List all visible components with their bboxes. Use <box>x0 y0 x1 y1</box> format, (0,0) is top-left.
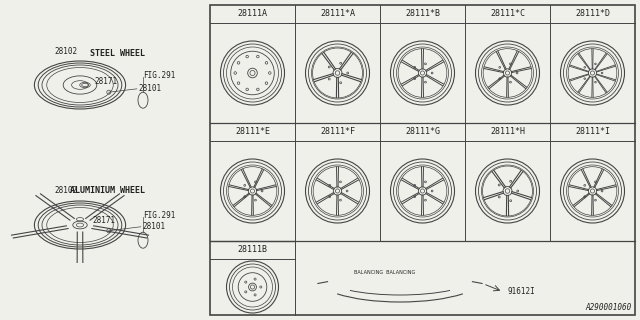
Text: 28171: 28171 <box>93 216 116 225</box>
Text: 91612I: 91612I <box>507 287 535 296</box>
Text: STEEL WHEEL: STEEL WHEEL <box>90 49 145 58</box>
Text: 28111*B: 28111*B <box>405 10 440 19</box>
Text: 28111*E: 28111*E <box>235 127 270 137</box>
Text: FIG.291: FIG.291 <box>143 71 175 80</box>
Text: BALANCING  BALANCING: BALANCING BALANCING <box>355 269 415 275</box>
Text: 28101: 28101 <box>143 222 166 231</box>
Text: 28111*D: 28111*D <box>575 10 610 19</box>
Text: A290001060: A290001060 <box>586 303 632 312</box>
Text: 28111*A: 28111*A <box>320 10 355 19</box>
Text: 28101: 28101 <box>139 84 162 93</box>
Text: 28111*H: 28111*H <box>490 127 525 137</box>
Text: 28111*I: 28111*I <box>575 127 610 137</box>
Text: 28111*C: 28111*C <box>490 10 525 19</box>
Text: ALUMINIUM WHEEL: ALUMINIUM WHEEL <box>70 186 145 195</box>
Text: 28111*F: 28111*F <box>320 127 355 137</box>
Text: 28111*G: 28111*G <box>405 127 440 137</box>
Text: 28102: 28102 <box>54 47 77 56</box>
Text: 28111A: 28111A <box>237 10 268 19</box>
Text: 28102: 28102 <box>54 186 77 195</box>
Text: FIG.291: FIG.291 <box>143 211 175 220</box>
Bar <box>210 5 635 315</box>
Text: 28171: 28171 <box>94 77 117 86</box>
Text: 28111B: 28111B <box>237 245 268 254</box>
